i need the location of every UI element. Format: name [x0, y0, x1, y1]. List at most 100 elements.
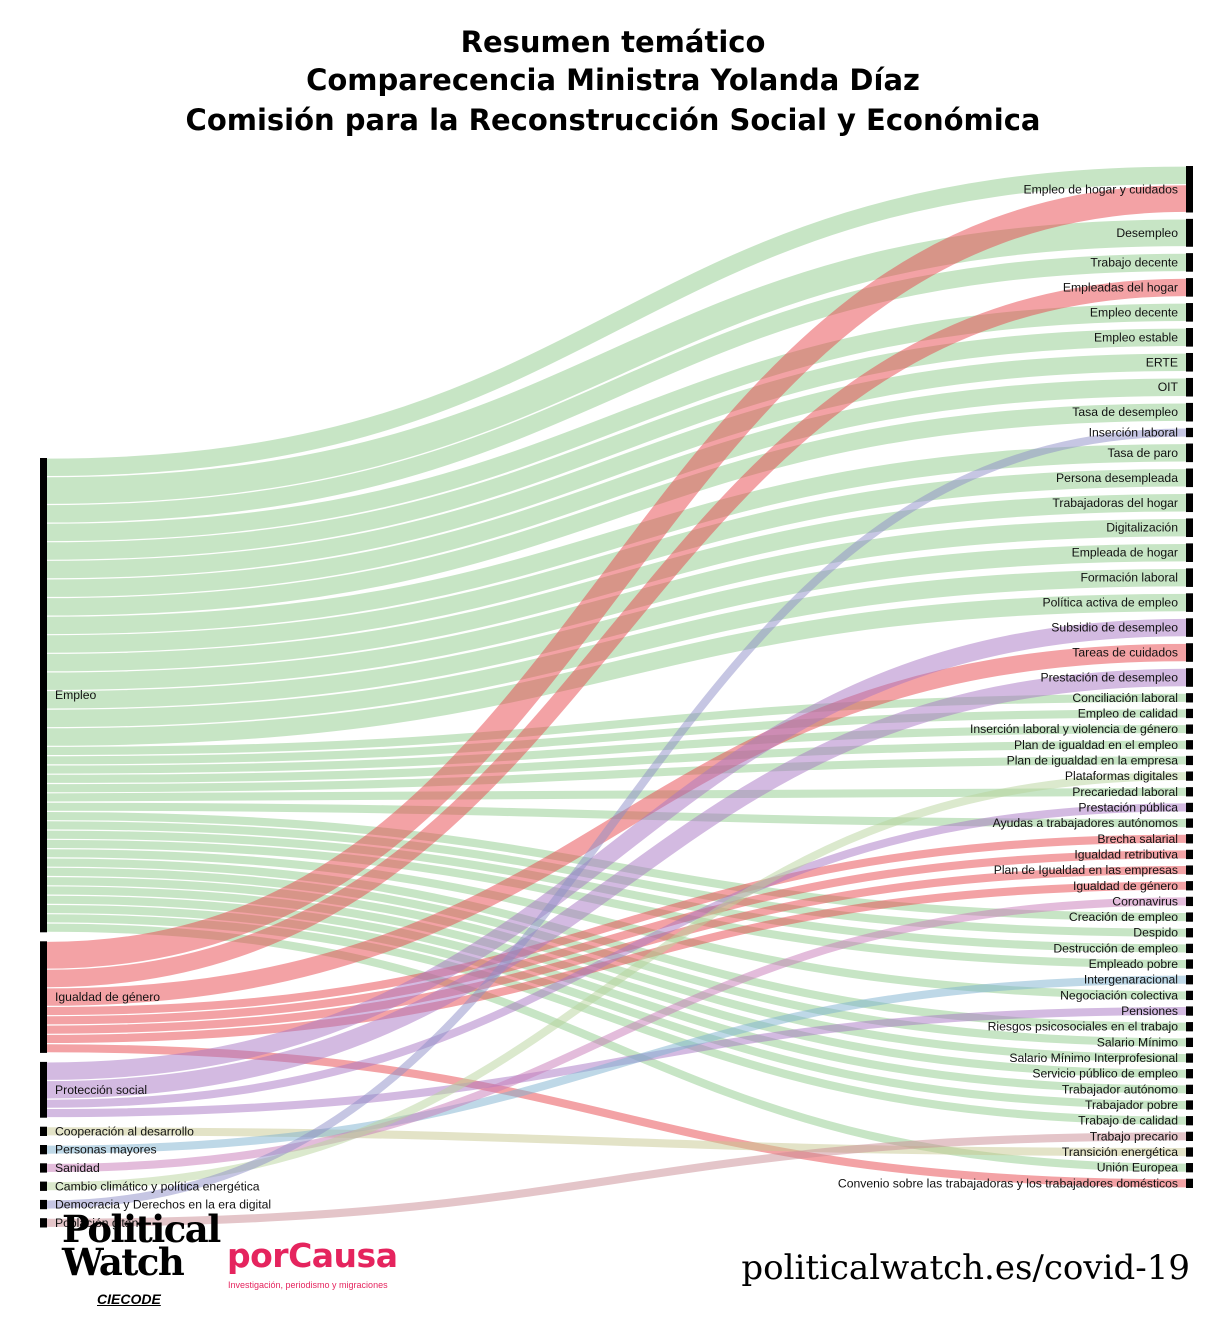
- target-label-oit: OIT: [1158, 380, 1179, 394]
- target-node-digitalizacion: [1186, 518, 1193, 538]
- source-node-sanidad: [40, 1163, 47, 1173]
- link-empleo-to-precariedad-laboral: [46, 787, 1187, 802]
- target-label-empleadas-del-hogar: Empleadas del hogar: [1063, 280, 1178, 294]
- target-label-trabajo-precario: Trabajo precario: [1090, 1129, 1179, 1143]
- chart-title-line-2: Comparecencia Ministra Yolanda Díaz: [306, 63, 920, 97]
- target-label-ayudas-a-trabajadores-autonomos: Ayudas a trabajadores autónomos: [993, 816, 1178, 830]
- target-node-persona-desempleada: [1186, 468, 1193, 488]
- target-node-intergenaracional: [1186, 975, 1193, 985]
- target-node-plan-de-igualdad-en-las-empresas: [1186, 865, 1193, 875]
- link-empleo-to-plan-de-igualdad-en-el-empleo: [46, 740, 1187, 783]
- source-node-poblacion-gitana: [40, 1218, 47, 1228]
- link-igualdad-de-genero-to-igualdad-de-genero: [46, 881, 1187, 1043]
- target-label-empleado-pobre: Empleado pobre: [1089, 957, 1179, 971]
- link-empleo-to-formacion-laboral: [46, 568, 1187, 728]
- link-empleo-to-empleo-estable: [46, 328, 1187, 560]
- target-node-empleado-pobre: [1186, 959, 1193, 969]
- target-label-insercion-laboral-y-violencia-de-genero: Inserción laboral y violencia de género: [970, 722, 1178, 736]
- source-label-igualdad-de-genero: Igualdad de género: [55, 990, 160, 1004]
- target-label-trabajadoras-del-hogar: Trabajadoras del hogar: [1052, 496, 1178, 510]
- target-node-prestacion-publica: [1186, 802, 1193, 813]
- target-label-prestacion-publica: Prestación pública: [1078, 800, 1178, 814]
- target-node-despido: [1186, 928, 1193, 938]
- target-node-tasa-de-paro: [1186, 443, 1193, 463]
- target-label-igualdad-de-genero: Igualdad de género: [1073, 879, 1178, 893]
- target-node-trabajador-autonomo: [1186, 1084, 1193, 1095]
- porcausa-logo: porCausa: [227, 1236, 398, 1275]
- target-node-empleo-de-calidad: [1186, 708, 1193, 719]
- target-node-brecha-salarial: [1186, 834, 1193, 844]
- target-label-convenio-sobre-las-trabajadoras-y-los-trabajadores-domesticos: Convenio sobre las trabajadoras y los tr…: [838, 1176, 1178, 1190]
- target-label-pensiones: Pensiones: [1121, 1004, 1178, 1018]
- sankey-nodes: [40, 166, 1193, 1228]
- link-igualdad-de-genero-to-plan-de-igualdad-en-las-empresas: [46, 866, 1187, 1034]
- target-label-plan-de-igualdad-en-la-empresa: Plan de igualdad en la empresa: [1007, 753, 1179, 767]
- link-proteccion-social-to-prestacion-de-desempleo: [46, 668, 1187, 1099]
- source-node-igualdad-de-genero: [40, 941, 47, 1053]
- target-label-creacion-de-empleo: Creación de empleo: [1069, 910, 1178, 924]
- target-node-igualdad-de-genero: [1186, 881, 1193, 891]
- target-label-digitalizacion: Digitalización: [1106, 521, 1178, 535]
- target-node-tasa-de-desempleo: [1186, 402, 1193, 422]
- target-node-plan-de-igualdad-en-la-empresa: [1186, 755, 1193, 766]
- target-label-politica-activa-de-empleo: Política activa de empleo: [1043, 596, 1179, 610]
- target-label-prestacion-de-desempleo: Prestación de desempleo: [1040, 670, 1178, 684]
- logo-watch: Watch: [62, 1240, 185, 1284]
- target-node-trabajadoras-del-hogar: [1186, 493, 1193, 513]
- source-node-cooperacion-al-desarrollo: [40, 1126, 47, 1136]
- target-node-ayudas-a-trabajadores-autonomos: [1186, 818, 1193, 828]
- link-igualdad-de-genero-to-convenio-sobre-las-trabajadoras-y-los-trabajadores-domesticos: [46, 1044, 1187, 1188]
- sankey-links: [46, 166, 1187, 1227]
- target-label-coronavirus: Coronavirus: [1112, 894, 1178, 908]
- link-empleo-to-trabajo-decente: [46, 253, 1187, 523]
- target-label-trabajo-de-calidad: Trabajo de calidad: [1078, 1114, 1178, 1128]
- target-label-despido: Despido: [1133, 926, 1178, 940]
- target-label-subsidio-de-desempleo: Subsidio de desempleo: [1051, 621, 1178, 635]
- target-node-plan-de-igualdad-en-el-empleo: [1186, 740, 1193, 750]
- source-label-sanidad: Sanidad: [55, 1161, 100, 1175]
- link-empleo-to-plan-de-igualdad-en-la-empresa: [46, 756, 1187, 793]
- target-node-conciliacion-laboral: [1186, 693, 1193, 703]
- target-label-erte: ERTE: [1146, 355, 1178, 369]
- target-node-trabajo-decente: [1186, 253, 1193, 272]
- target-node-riesgos-psicosociales-en-el-trabajo: [1186, 1022, 1193, 1032]
- source-node-personas-mayores: [40, 1145, 47, 1155]
- target-node-erte: [1186, 352, 1193, 372]
- link-empleo-to-digitalizacion: [46, 519, 1187, 690]
- target-label-conciliacion-laboral: Conciliación laboral: [1072, 691, 1178, 705]
- source-label-cambio-climatico-y-politica-energetica: Cambio climático y política energética: [55, 1179, 260, 1193]
- target-label-precariedad-laboral: Precariedad laboral: [1072, 785, 1178, 799]
- target-label-desempleo: Desempleo: [1116, 226, 1178, 240]
- target-node-empleo-de-hogar-y-cuidados: [1186, 166, 1193, 213]
- target-node-coronavirus: [1186, 896, 1193, 907]
- target-node-salario-minimo-interprofesional: [1186, 1053, 1193, 1063]
- target-label-empleada-de-hogar: Empleada de hogar: [1072, 546, 1178, 560]
- target-label-salario-minimo-interprofesional: Salario Mínimo Interprofesional: [1009, 1051, 1178, 1065]
- source-label-empleo: Empleo: [55, 688, 97, 702]
- target-node-trabajo-de-calidad: [1186, 1116, 1193, 1126]
- target-node-creacion-de-empleo: [1186, 912, 1193, 922]
- target-node-desempleo: [1186, 218, 1193, 247]
- target-node-empleadas-del-hogar: [1186, 278, 1193, 297]
- target-node-convenio-sobre-las-trabajadoras-y-los-trabajadores-domesticos: [1186, 1178, 1193, 1188]
- link-democracia-y-derechos-en-la-era-digital-to-insercion-laboral: [46, 428, 1187, 1209]
- link-personas-mayores-to-intergenaracional: [46, 975, 1187, 1154]
- target-label-tareas-de-cuidados: Tareas de cuidados: [1072, 646, 1178, 660]
- target-label-servicio-publico-de-empleo: Servicio público de empleo: [1032, 1067, 1178, 1081]
- target-node-pensiones: [1186, 1006, 1193, 1016]
- link-empleo-to-empleo-de-hogar-y-cuidados: [46, 166, 1187, 476]
- target-label-plan-de-igualdad-en-el-empleo: Plan de igualdad en el empleo: [1014, 738, 1178, 752]
- target-node-empleada-de-hogar: [1186, 543, 1193, 562]
- target-label-salario-minimo: Salario Mínimo: [1097, 1035, 1178, 1049]
- target-label-formacion-laboral: Formación laboral: [1080, 571, 1178, 585]
- chart-title-line-3: Comisión para la Reconstrucción Social y…: [185, 103, 1041, 137]
- target-label-empleo-de-calidad: Empleo de calidad: [1078, 706, 1178, 720]
- target-node-plataformas-digitales: [1186, 771, 1193, 781]
- target-label-empleo-estable: Empleo estable: [1094, 330, 1178, 344]
- target-label-trabajador-autonomo: Trabajador autónomo: [1062, 1082, 1178, 1096]
- target-label-brecha-salarial: Brecha salarial: [1097, 832, 1178, 846]
- link-empleo-to-erte: [46, 353, 1187, 579]
- link-empleo-to-politica-activa-de-empleo: [46, 593, 1187, 746]
- link-igualdad-de-genero-to-brecha-salarial: [46, 834, 1187, 1016]
